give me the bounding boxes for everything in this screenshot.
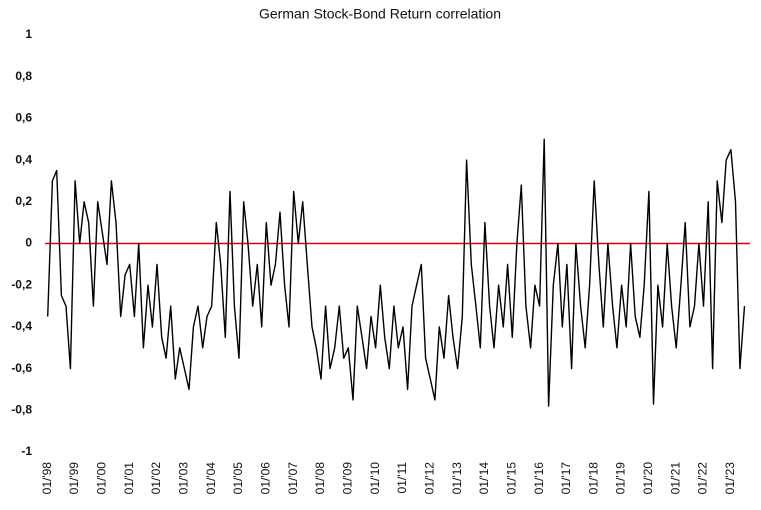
x-tick-label: 01/'19 xyxy=(614,462,628,495)
x-tick-label: 01/'01 xyxy=(122,462,136,495)
y-tick-label: -0,2 xyxy=(11,277,32,291)
chart-title: German Stock-Bond Return correlation xyxy=(259,6,501,22)
x-tick-label: 01/'13 xyxy=(450,462,464,495)
y-tick-label: 0,8 xyxy=(15,69,32,83)
x-tick-label: 01/'06 xyxy=(259,462,273,495)
y-tick-label: 0 xyxy=(25,236,32,250)
x-tick-label: 01/'03 xyxy=(177,462,191,495)
x-tick-label: 01/'17 xyxy=(559,462,573,495)
correlation-line xyxy=(47,138,746,407)
x-tick-label: 01/'18 xyxy=(586,462,600,495)
x-tick-label: 01/'07 xyxy=(286,462,300,495)
y-tick-label: 1 xyxy=(25,27,32,41)
y-tick-label: 0,6 xyxy=(15,111,32,125)
x-tick-label: 01/'98 xyxy=(40,462,54,495)
x-tick-label: 01/'16 xyxy=(532,462,546,495)
x-tick-label: 01/'20 xyxy=(641,462,655,495)
x-tick-label: 01/'23 xyxy=(723,462,737,495)
y-tick-label: -1 xyxy=(21,444,32,458)
x-tick-label: 01/'08 xyxy=(313,462,327,495)
y-tick-label: -0,4 xyxy=(11,319,32,333)
x-tick-label: 01/'99 xyxy=(67,462,81,495)
x-tick-label: 01/'21 xyxy=(668,462,682,495)
x-tick-label: 01/'02 xyxy=(149,462,163,495)
x-tick-label: 01/'09 xyxy=(340,462,354,495)
x-tick-label: 01/'05 xyxy=(231,462,245,495)
x-tick-label: 01/'12 xyxy=(422,462,436,495)
x-tick-label: 01/'10 xyxy=(368,462,382,495)
y-tick-label: -0,8 xyxy=(11,402,32,416)
y-tick-label: -0,6 xyxy=(11,361,32,375)
x-tick-label: 01/'14 xyxy=(477,462,491,495)
y-tick-label: 0,4 xyxy=(15,152,32,166)
x-tick-label: 01/'00 xyxy=(95,462,109,495)
y-tick-label: 0,2 xyxy=(15,194,32,208)
x-tick-label: 01/'15 xyxy=(504,462,518,495)
x-tick-label: 01/'04 xyxy=(204,462,218,495)
x-tick-label: 01/'22 xyxy=(696,462,710,495)
x-tick-label: 01/'11 xyxy=(395,462,409,494)
